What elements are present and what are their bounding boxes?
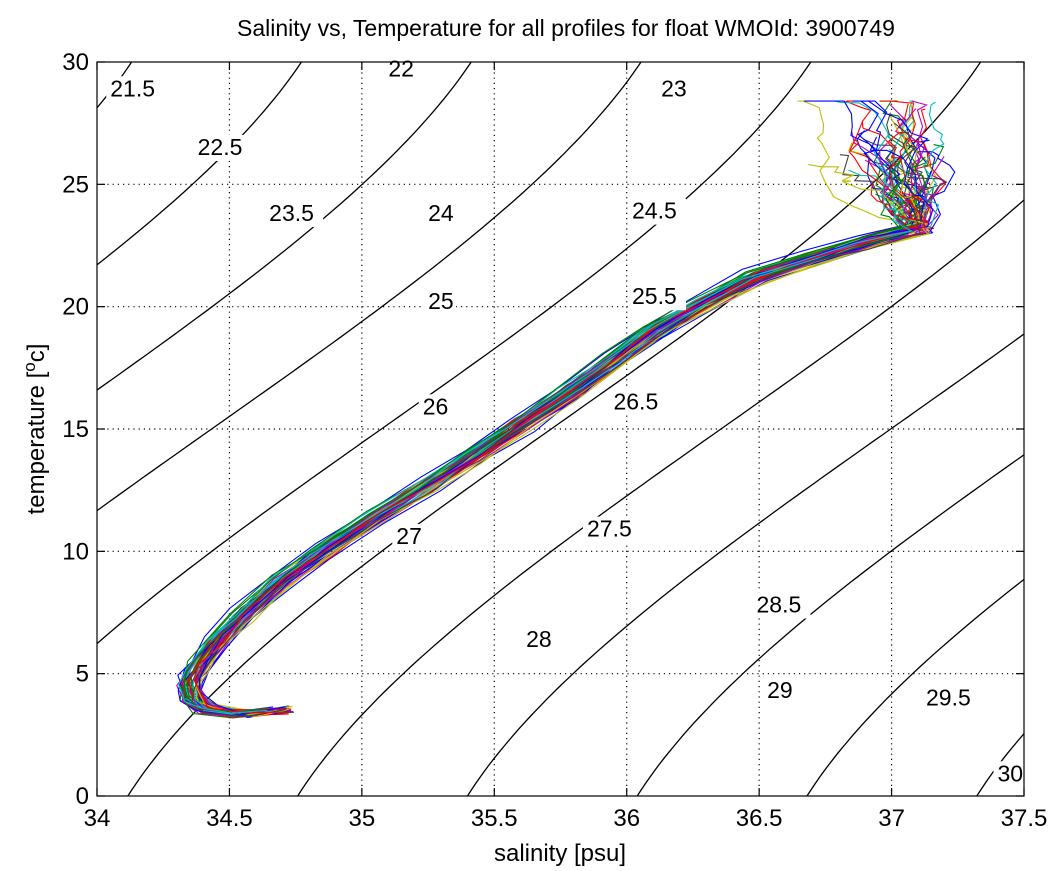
density-label: 24 — [428, 200, 454, 226]
density-contour-line — [636, 454, 1024, 796]
x-tick-label: 34.5 — [206, 805, 253, 832]
density-label-bg — [922, 685, 981, 712]
y-tick-label: 5 — [76, 661, 89, 688]
density-label-bg — [392, 523, 425, 550]
profile-line — [178, 158, 913, 714]
density-contour-line — [97, 62, 472, 391]
density-contours — [97, 62, 1024, 796]
density-label-bg — [106, 76, 165, 103]
x-tick-label: 36.5 — [736, 805, 783, 832]
density-label-bg — [424, 289, 457, 316]
profile-line — [182, 152, 918, 719]
profile-line — [198, 136, 934, 715]
density-label: 27 — [396, 523, 422, 549]
density-label-bg — [752, 592, 811, 619]
x-tick-label: 36 — [613, 805, 640, 832]
density-label-bg — [628, 284, 687, 311]
x-tick-label: 35 — [349, 805, 376, 832]
y-axis-title-superscript: o — [20, 362, 39, 371]
density-label: 22 — [388, 56, 414, 82]
density-label-bg — [384, 56, 417, 83]
density-label: 30 — [998, 760, 1024, 786]
density-label: 26.5 — [613, 388, 658, 414]
density-label: 24.5 — [632, 198, 677, 224]
y-axis-title-part: c] — [23, 344, 50, 363]
density-contour-line — [296, 199, 1024, 796]
density-label: 29 — [767, 677, 793, 703]
density-label-bg — [424, 201, 457, 228]
y-tick-label: 0 — [76, 783, 89, 810]
y-axis-title: temperature [oc] — [20, 344, 50, 515]
density-label: 21.5 — [110, 75, 155, 101]
density-label-bg — [522, 626, 555, 653]
density-label: 25.5 — [632, 283, 677, 309]
density-label-bg — [763, 678, 796, 705]
density-contour-line — [806, 578, 1024, 796]
density-label: 28 — [526, 626, 552, 652]
density-label: 23.5 — [269, 200, 314, 226]
density-label-bg — [993, 761, 1026, 788]
y-tick-label: 10 — [62, 538, 89, 565]
y-tick-label: 25 — [62, 171, 89, 198]
density-contour-line — [97, 62, 812, 645]
x-tick-label: 35.5 — [471, 805, 518, 832]
y-tick-label: 15 — [62, 416, 89, 443]
y-tick-label: 20 — [62, 294, 89, 321]
density-label: 29.5 — [926, 684, 971, 710]
density-label-bg — [628, 198, 687, 225]
density-label-bg — [193, 134, 252, 161]
density-contour-line — [97, 62, 642, 512]
density-label-bg — [582, 516, 641, 543]
x-tick-label: 37.5 — [1001, 805, 1048, 832]
density-contour-labels: 21.5 22 22.5 23 23.5 24 24.5 25 25.5 26 26.5 27 27.5… — [106, 56, 1026, 788]
profile-line — [183, 159, 907, 713]
x-tick-label: 37 — [878, 805, 905, 832]
profile-line — [191, 146, 921, 718]
grid-lines — [97, 62, 1024, 796]
profile-lines — [176, 100, 956, 719]
density-label: 25 — [428, 288, 454, 314]
density-label: 23 — [661, 75, 687, 101]
density-contour-line — [466, 333, 1024, 796]
axis-ticks: 34 34.5 35 35.5 36 36.5 37 37.5 0 5 10 15 20 25 30 — [62, 49, 1047, 832]
density-label: 27.5 — [587, 516, 632, 542]
density-label: 22.5 — [198, 134, 243, 160]
x-tick-label: 34 — [84, 805, 111, 832]
profile-line — [193, 138, 926, 714]
x-axis-title: salinity [psu] — [494, 840, 626, 867]
density-label-bg — [657, 76, 690, 103]
density-label-bg — [418, 394, 451, 421]
density-label-bg — [265, 201, 324, 228]
y-axis-title-part: temperature [ — [23, 371, 50, 514]
density-label: 26 — [423, 393, 449, 419]
density-label: 28.5 — [756, 592, 801, 618]
chart-title: Salinity vs, Temperature for all profile… — [237, 15, 895, 41]
density-label-bg — [609, 389, 668, 416]
y-tick-label: 30 — [62, 49, 89, 76]
